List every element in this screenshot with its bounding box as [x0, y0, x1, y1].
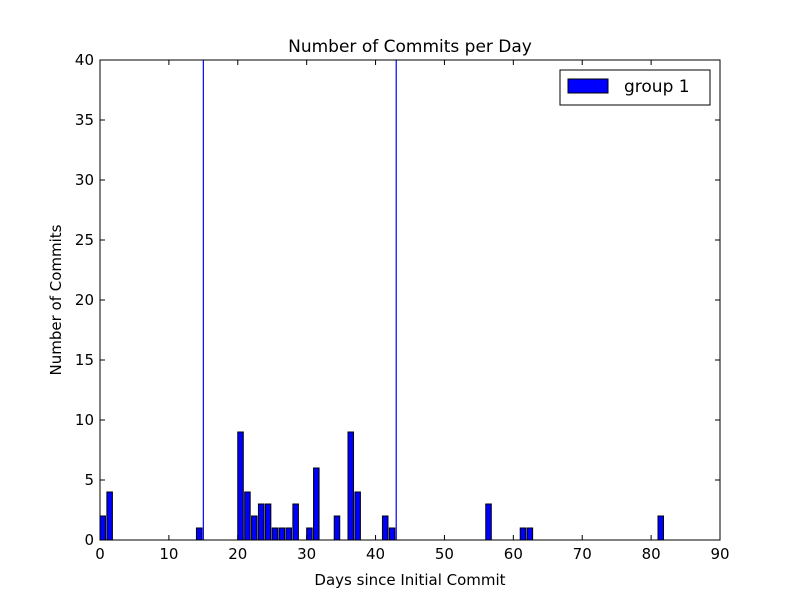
bar-day-37 [354, 491, 361, 541]
y-tick-label: 35 [75, 111, 94, 129]
bar-day-25 [271, 527, 279, 541]
y-tick-label: 0 [84, 531, 94, 549]
x-tick-label: 40 [366, 545, 385, 563]
y-tick-label: 20 [75, 291, 94, 309]
bar-day-27 [285, 527, 293, 541]
x-tick-label: 70 [573, 545, 592, 563]
bar-day-61 [519, 527, 527, 541]
x-tick-label: 50 [435, 545, 454, 563]
x-tick-label: 10 [159, 545, 178, 563]
bar-day-0 [99, 515, 107, 541]
y-tick-label: 30 [75, 171, 94, 189]
bar-day-1 [106, 491, 113, 541]
bar-day-24 [264, 503, 272, 541]
x-tick-label: 20 [228, 545, 247, 563]
ticks-layer: 0 10 20 30 40 50 60 70 80 90 0 5 10 15 20 25 30 35 40 [75, 51, 730, 563]
x-tick-label: 80 [642, 545, 661, 563]
bar-day-21 [244, 491, 251, 541]
bar-day-42 [388, 527, 396, 541]
y-tick-label: 25 [75, 231, 94, 249]
plot-area-frame [99, 59, 721, 541]
x-tick-label: 90 [710, 545, 729, 563]
bar-day-28 [292, 503, 299, 541]
bar-day-30 [306, 527, 313, 541]
chart-title: Number of Commits per Day [288, 37, 532, 57]
legend-label-group-1: group 1 [624, 77, 690, 97]
x-tick-label: 0 [95, 545, 105, 563]
legend: group 1 [559, 69, 711, 106]
bar-day-41 [381, 515, 389, 541]
x-axis-title: Days since Initial Commit [314, 571, 505, 589]
bar-day-22 [251, 515, 258, 541]
bar-day-56 [485, 503, 492, 541]
y-axis-title: Number of Commits [47, 224, 65, 375]
bar-day-62 [526, 527, 534, 541]
bars-layer [99, 431, 665, 541]
bar-day-81 [657, 515, 665, 541]
bar-day-14 [195, 527, 203, 541]
x-tick-label: 30 [297, 545, 316, 563]
bar-day-26 [278, 527, 286, 541]
y-tick-label: 15 [75, 351, 94, 369]
y-tick-label: 5 [84, 471, 94, 489]
bar-day-36 [347, 431, 355, 541]
bar-day-34 [333, 515, 341, 541]
bar-day-31 [313, 467, 320, 541]
legend-swatch-group-1 [567, 78, 609, 94]
bar-day-20 [237, 431, 244, 541]
bar-day-23 [257, 503, 265, 541]
vertical-lines-layer [202, 60, 397, 540]
x-tick-label: 60 [504, 545, 523, 563]
y-tick-label: 10 [75, 411, 94, 429]
y-tick-label: 40 [75, 51, 94, 69]
